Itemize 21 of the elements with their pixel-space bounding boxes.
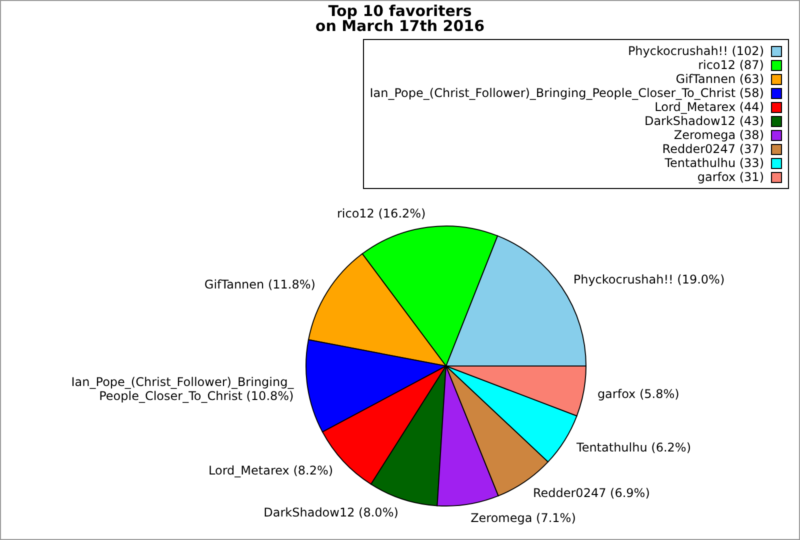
data-label: Tentathulhu (6.2%) bbox=[576, 440, 692, 455]
legend-label: Phyckocrushah!! (102) bbox=[628, 44, 764, 58]
data-label: rico12 (16.2%) bbox=[336, 206, 426, 220]
data-label: Ian_Pope_(Christ_Follower)_Bringing_People_Closer_To_Christ (10.8%) bbox=[71, 375, 295, 404]
legend-label: rico12 (87) bbox=[698, 58, 764, 72]
legend-label: Lord_Metarex (44) bbox=[654, 100, 764, 114]
legend-label: Ian_Pope_(Christ_Follower)_Bringing_People_Closer_To_Christ (58) bbox=[370, 86, 764, 100]
legend-label: garfox (31) bbox=[697, 170, 764, 184]
legend-label: GifTannen (63) bbox=[676, 72, 764, 86]
legend-label: Tentathulhu (33) bbox=[664, 156, 764, 170]
legend-label: Redder0247 (37) bbox=[662, 142, 764, 156]
data-label: Redder0247 (6.9%) bbox=[532, 486, 650, 500]
legend-label: DarkShadow12 (43) bbox=[644, 114, 764, 128]
data-label: Lord_Metarex (8.2%) bbox=[208, 464, 334, 478]
data-label: Zeromega (7.1%) bbox=[470, 511, 576, 526]
chart-title: Top 10 favoriters on March 17th 2016 bbox=[315, 2, 485, 35]
data-label: DarkShadow12 (8.0%) bbox=[264, 505, 398, 520]
data-label: GifTannen (11.8%) bbox=[204, 277, 316, 292]
data-label: garfox (5.8%) bbox=[597, 386, 680, 401]
data-label: Phyckocrushah!! (19.0%) bbox=[573, 272, 725, 286]
legend-label: Zeromega (38) bbox=[674, 128, 764, 142]
